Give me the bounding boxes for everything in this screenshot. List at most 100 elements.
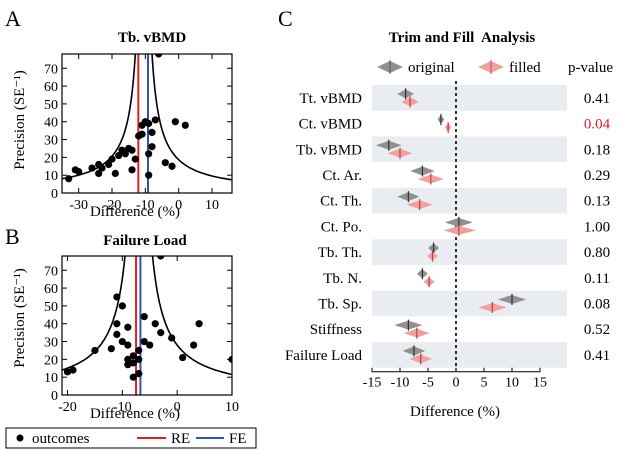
plot-frame [61, 53, 233, 194]
y-tick-label: 70 [44, 62, 58, 77]
plot-b-ylabel: Precision (SE⁻¹) [12, 268, 28, 368]
y-tick-label: 40 [44, 318, 58, 333]
y-tick-label: 0 [51, 389, 58, 404]
outcome-point [140, 312, 148, 321]
outcome-point [98, 164, 106, 172]
legend-filled-label: filled [509, 60, 541, 76]
funnel-curve-right [151, 256, 232, 376]
filled-estimate-diamond [443, 225, 477, 235]
p-value: 0.41 [584, 91, 610, 107]
outcome-point [105, 160, 113, 169]
x-tick-label: -10 [136, 198, 155, 213]
forest-row: Tb. N. 0.11 [323, 268, 610, 288]
outcome-point [190, 341, 198, 349]
row-label: Tt. vBMD [299, 91, 362, 107]
p-value: 0.13 [584, 194, 610, 210]
y-tick-label: 20 [44, 353, 58, 368]
outcome-point [124, 323, 132, 331]
outcome-point [145, 150, 153, 158]
outcome-point [148, 143, 156, 151]
p-value: 0.80 [584, 245, 610, 261]
y-tick-label: 0 [51, 187, 58, 202]
outcome-point [118, 302, 126, 310]
funnel-legend: outcomes RE FE [5, 427, 257, 449]
y-tick-label: 10 [44, 169, 58, 184]
row-label: Ct. Th. [320, 194, 362, 210]
plot-frame [61, 255, 233, 396]
outcome-point [121, 150, 129, 158]
outcome-point [148, 128, 156, 137]
outcome-point [129, 352, 137, 360]
outcome-point [129, 359, 137, 367]
forest-x-tick-label: -5 [422, 376, 434, 391]
outcome-point [140, 337, 148, 346]
row-band [372, 187, 567, 214]
y-tick-label: 50 [44, 300, 58, 315]
x-tick-label: 0 [175, 198, 182, 213]
outcome-point [108, 155, 116, 163]
panel-letter-a: A [5, 6, 21, 31]
outcome-point [95, 169, 103, 177]
x-tick-label: -10 [113, 400, 132, 415]
plot-a-title: Tb. vBMD [118, 30, 187, 46]
outcome-point [157, 256, 165, 260]
plot-a-ylabel: Precision (SE⁻¹) [12, 70, 28, 170]
y-tick-label: 10 [44, 371, 58, 386]
outcome-point [128, 146, 136, 154]
outcome-point [155, 54, 163, 58]
row-label: Tb. N. [323, 271, 362, 287]
outcome-point [113, 320, 121, 328]
outcome-point [151, 320, 159, 328]
funnel-curve-left [62, 54, 137, 180]
p-value: 0.41 [584, 348, 610, 364]
x-tick-label: -20 [58, 400, 77, 415]
p-value: 0.18 [584, 142, 610, 158]
outcome-point [65, 175, 73, 183]
row-label: Tb. Sp. [318, 296, 362, 312]
p-value: 0.11 [584, 271, 610, 287]
forest-row: Ct. Th. 0.13 [320, 191, 610, 211]
row-label: Failure Load [285, 348, 363, 364]
row-label: Ct. Po. [321, 219, 362, 235]
forest-x-tick-label: 10 [505, 376, 519, 391]
forest-x-tick-label: 0 [453, 376, 460, 391]
forest-row: Ct. vBMD 0.04 [299, 114, 611, 134]
outcome-point [63, 368, 72, 376]
outcome-point [145, 171, 153, 179]
legend-re-label: RE [171, 431, 190, 447]
forest-row: Failure Load 0.41 [285, 345, 610, 365]
forest-x-tick-label: 5 [481, 376, 488, 391]
outcome-point [135, 370, 143, 378]
outcome-point [88, 164, 96, 172]
x-tick-label: -20 [103, 198, 122, 213]
row-label: Ct. vBMD [299, 117, 363, 133]
row-label: Ct. Ar. [322, 168, 362, 184]
outcome-point [135, 346, 143, 355]
outcome-point [124, 341, 132, 349]
y-tick-label: 20 [44, 151, 58, 166]
p-value: 0.04 [584, 117, 611, 133]
p-value: 0.29 [584, 168, 610, 184]
outcome-point [171, 118, 179, 126]
outcome-point [151, 116, 159, 124]
outcome-point [111, 169, 119, 177]
outcome-point [113, 330, 121, 339]
outcome-point [131, 155, 139, 163]
x-tick-label: 10 [205, 198, 219, 213]
legend-fe-label: FE [229, 431, 247, 447]
legend-outcomes-marker [16, 434, 24, 442]
outcome-point [115, 151, 123, 160]
p-value: 0.08 [584, 296, 610, 312]
forest-x-tick-label: -10 [391, 376, 410, 391]
forest-row: Ct. Ar. 0.29 [322, 165, 610, 185]
row-band [372, 85, 567, 111]
plot-a-xlabel: Difference (%) [90, 204, 180, 220]
funnel-plot-tb-vbmd: Tb. vBMD -30 -20 -10 0 10 0 10 20 30 40 50 60 70 Di… [12, 30, 233, 220]
outcome-point [168, 334, 176, 342]
forest-row: Tb. Sp. 0.08 [318, 293, 610, 313]
outcome-point [107, 345, 115, 353]
outcome-point [146, 341, 154, 349]
x-tick-label: 0 [174, 400, 181, 415]
p-value: 1.00 [584, 219, 610, 235]
row-band [372, 290, 567, 317]
